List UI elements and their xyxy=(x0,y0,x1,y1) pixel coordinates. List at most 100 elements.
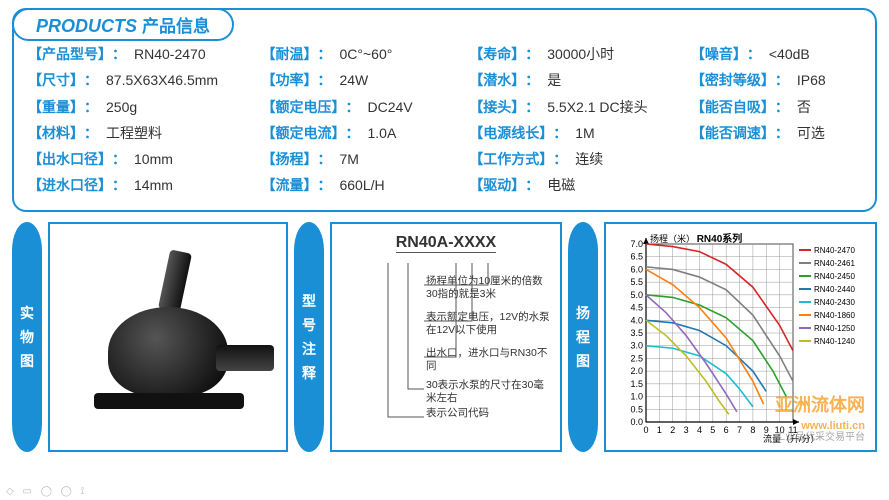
svg-text:4: 4 xyxy=(697,425,702,435)
spec-row: 【接头】：5.5X2.1 DC接头 xyxy=(469,97,687,117)
spec-label: 【产品型号】 xyxy=(28,44,112,64)
svg-text:RN40-2450: RN40-2450 xyxy=(814,272,855,281)
spec-value: 连续 xyxy=(575,149,603,169)
spec-row: 【能否调速】：可选 xyxy=(691,123,861,143)
svg-text:RN40系列: RN40系列 xyxy=(697,232,743,245)
spec-row: 【功率】：24W xyxy=(261,70,465,90)
spec-label: 【潜水】 xyxy=(469,70,525,90)
product-info-box: PRODUCTS 产品信息 【产品型号】：RN40-2470【尺寸】：87.5X… xyxy=(12,8,877,212)
svg-text:6.5: 6.5 xyxy=(630,251,643,261)
spec-row: 【材料】：工程塑料 xyxy=(28,123,257,143)
svg-text:2: 2 xyxy=(670,425,675,435)
svg-text:扬程（米）: 扬程（米） xyxy=(650,233,695,244)
model-code: RN40A-XXXX xyxy=(396,234,496,253)
spec-row: 【进水口径】：14mm xyxy=(28,175,257,195)
svg-text:3.5: 3.5 xyxy=(630,328,643,338)
product-photo xyxy=(56,230,280,444)
spec-row: 【出水口径】：10mm xyxy=(28,149,257,169)
spec-label: 【材料】 xyxy=(28,123,84,143)
spec-value: 250g xyxy=(106,97,137,117)
svg-text:1: 1 xyxy=(657,425,662,435)
svg-text:4.0: 4.0 xyxy=(630,315,643,325)
spec-label: 【重量】 xyxy=(28,97,84,117)
spec-label: 【功率】 xyxy=(261,70,317,90)
spec-value: 14mm xyxy=(134,175,173,195)
spec-value: 0C°~60° xyxy=(339,44,392,64)
spec-row: 【驱动】：电磁 xyxy=(469,175,687,195)
spec-row: 【电源线长】：1M xyxy=(469,123,687,143)
spec-col-2: 【耐温】：0C°~60° 【功率】：24W 【额定电压】：DC24V 【额定电流】：1… xyxy=(261,44,465,196)
spec-label: 【扬程】 xyxy=(261,149,317,169)
svg-text:RN40-1240: RN40-1240 xyxy=(814,337,855,346)
spec-value: IP68 xyxy=(797,70,826,90)
spec-label: 【电源线长】 xyxy=(469,123,553,143)
svg-text:7: 7 xyxy=(737,425,742,435)
spec-value: 660L/H xyxy=(339,175,384,195)
watermark-name: 亚洲流体网 xyxy=(775,395,865,415)
spec-label: 【寿命】 xyxy=(469,44,525,64)
spec-value: 87.5X63X46.5mm xyxy=(106,70,218,90)
svg-text:2.0: 2.0 xyxy=(630,366,643,376)
spec-row: 【额定电流】：1.0A xyxy=(261,123,465,143)
spec-row: 【扬程】：7M xyxy=(261,149,465,169)
panel-curve-chart: 0.00.51.01.52.02.53.03.54.04.55.05.56.06… xyxy=(604,222,877,452)
svg-text:RN40-2470: RN40-2470 xyxy=(814,246,855,255)
lower-panels: 实物图 型号注释 RN40A-XXXX 扬程单位为10厘米的倍数30指的就是3米… xyxy=(12,222,877,452)
spec-label: 【流量】 xyxy=(261,175,317,195)
spec-label: 【能否调速】 xyxy=(691,123,775,143)
spec-value: 工程塑料 xyxy=(106,123,162,143)
spec-row: 【能否自吸】：否 xyxy=(691,97,861,117)
spec-row: 【额定电压】：DC24V xyxy=(261,97,465,117)
tab-model-note: 型号注释 xyxy=(294,222,324,452)
spec-col-3: 【寿命】：30000小时【潜水】：是【接头】：5.5X2.1 DC接头【电源线长… xyxy=(469,44,687,196)
tab-curve: 扬程图 xyxy=(568,222,598,452)
spec-row: 【噪音】：<40dB xyxy=(691,44,861,64)
svg-text:RN40-2461: RN40-2461 xyxy=(814,259,855,268)
watermark-tagline: 工业品代采交易平台 xyxy=(775,433,865,444)
spec-value: 1.0A xyxy=(367,123,396,143)
svg-text:6: 6 xyxy=(724,425,729,435)
spec-value: 5.5X2.1 DC接头 xyxy=(547,97,647,117)
spec-row: 【耐温】：0C°~60° xyxy=(261,44,465,64)
spec-value: 否 xyxy=(797,97,811,117)
spec-value: DC24V xyxy=(367,97,412,117)
spec-label: 【额定电压】 xyxy=(261,97,345,117)
spec-label: 【耐温】 xyxy=(261,44,317,64)
spec-value: 10mm xyxy=(134,149,173,169)
svg-text:3: 3 xyxy=(684,425,689,435)
spec-label: 【进水口径】 xyxy=(28,175,112,195)
spec-label: 【工作方式】 xyxy=(469,149,553,169)
tab-product-photo: 实物图 xyxy=(12,222,42,452)
spec-grid: 【产品型号】：RN40-2470【尺寸】：87.5X63X46.5mm【重量】：… xyxy=(28,44,861,196)
spec-row: 【流量】：660L/H xyxy=(261,175,465,195)
section-title: PRODUCTS 产品信息 xyxy=(12,8,234,41)
spec-label: 【密封等级】 xyxy=(691,70,775,90)
svg-text:1.0: 1.0 xyxy=(630,391,643,401)
spec-value: 电磁 xyxy=(547,175,575,195)
spec-label: 【尺寸】 xyxy=(28,70,84,90)
svg-text:8: 8 xyxy=(750,425,755,435)
svg-text:3.0: 3.0 xyxy=(630,340,643,350)
svg-text:RN40-1860: RN40-1860 xyxy=(814,311,855,320)
spec-value: 可选 xyxy=(797,123,825,143)
spec-value: RN40-2470 xyxy=(134,44,206,64)
svg-text:RN40-2440: RN40-2440 xyxy=(814,285,855,294)
svg-text:RN40-1250: RN40-1250 xyxy=(814,324,855,333)
spec-row: 【工作方式】：连续 xyxy=(469,149,687,169)
footer-status-icons: ◇ ▭ ◯ ◯ ⟟ xyxy=(6,486,87,497)
spec-value: <40dB xyxy=(769,44,810,64)
svg-text:RN40-2430: RN40-2430 xyxy=(814,298,855,307)
svg-text:0.0: 0.0 xyxy=(630,417,643,427)
title-en: PRODUCTS xyxy=(36,16,137,36)
watermark-url: www.liuti.cn xyxy=(801,420,865,432)
svg-text:5: 5 xyxy=(710,425,715,435)
spec-label: 【能否自吸】 xyxy=(691,97,775,117)
spec-label: 【出水口径】 xyxy=(28,149,112,169)
spec-row: 【产品型号】：RN40-2470 xyxy=(28,44,257,64)
spec-row: 【密封等级】：IP68 xyxy=(691,70,861,90)
spec-col-4: 【噪音】：<40dB 【密封等级】：IP68 【能否自吸】：否【能否调速】：可选 xyxy=(691,44,861,196)
spec-value: 是 xyxy=(547,70,561,90)
svg-text:7.0: 7.0 xyxy=(630,239,643,249)
svg-text:4.5: 4.5 xyxy=(630,302,643,312)
model-annotation: RN40A-XXXX 扬程单位为10厘米的倍数30指的就是3米表示额定电压，12… xyxy=(338,230,554,431)
